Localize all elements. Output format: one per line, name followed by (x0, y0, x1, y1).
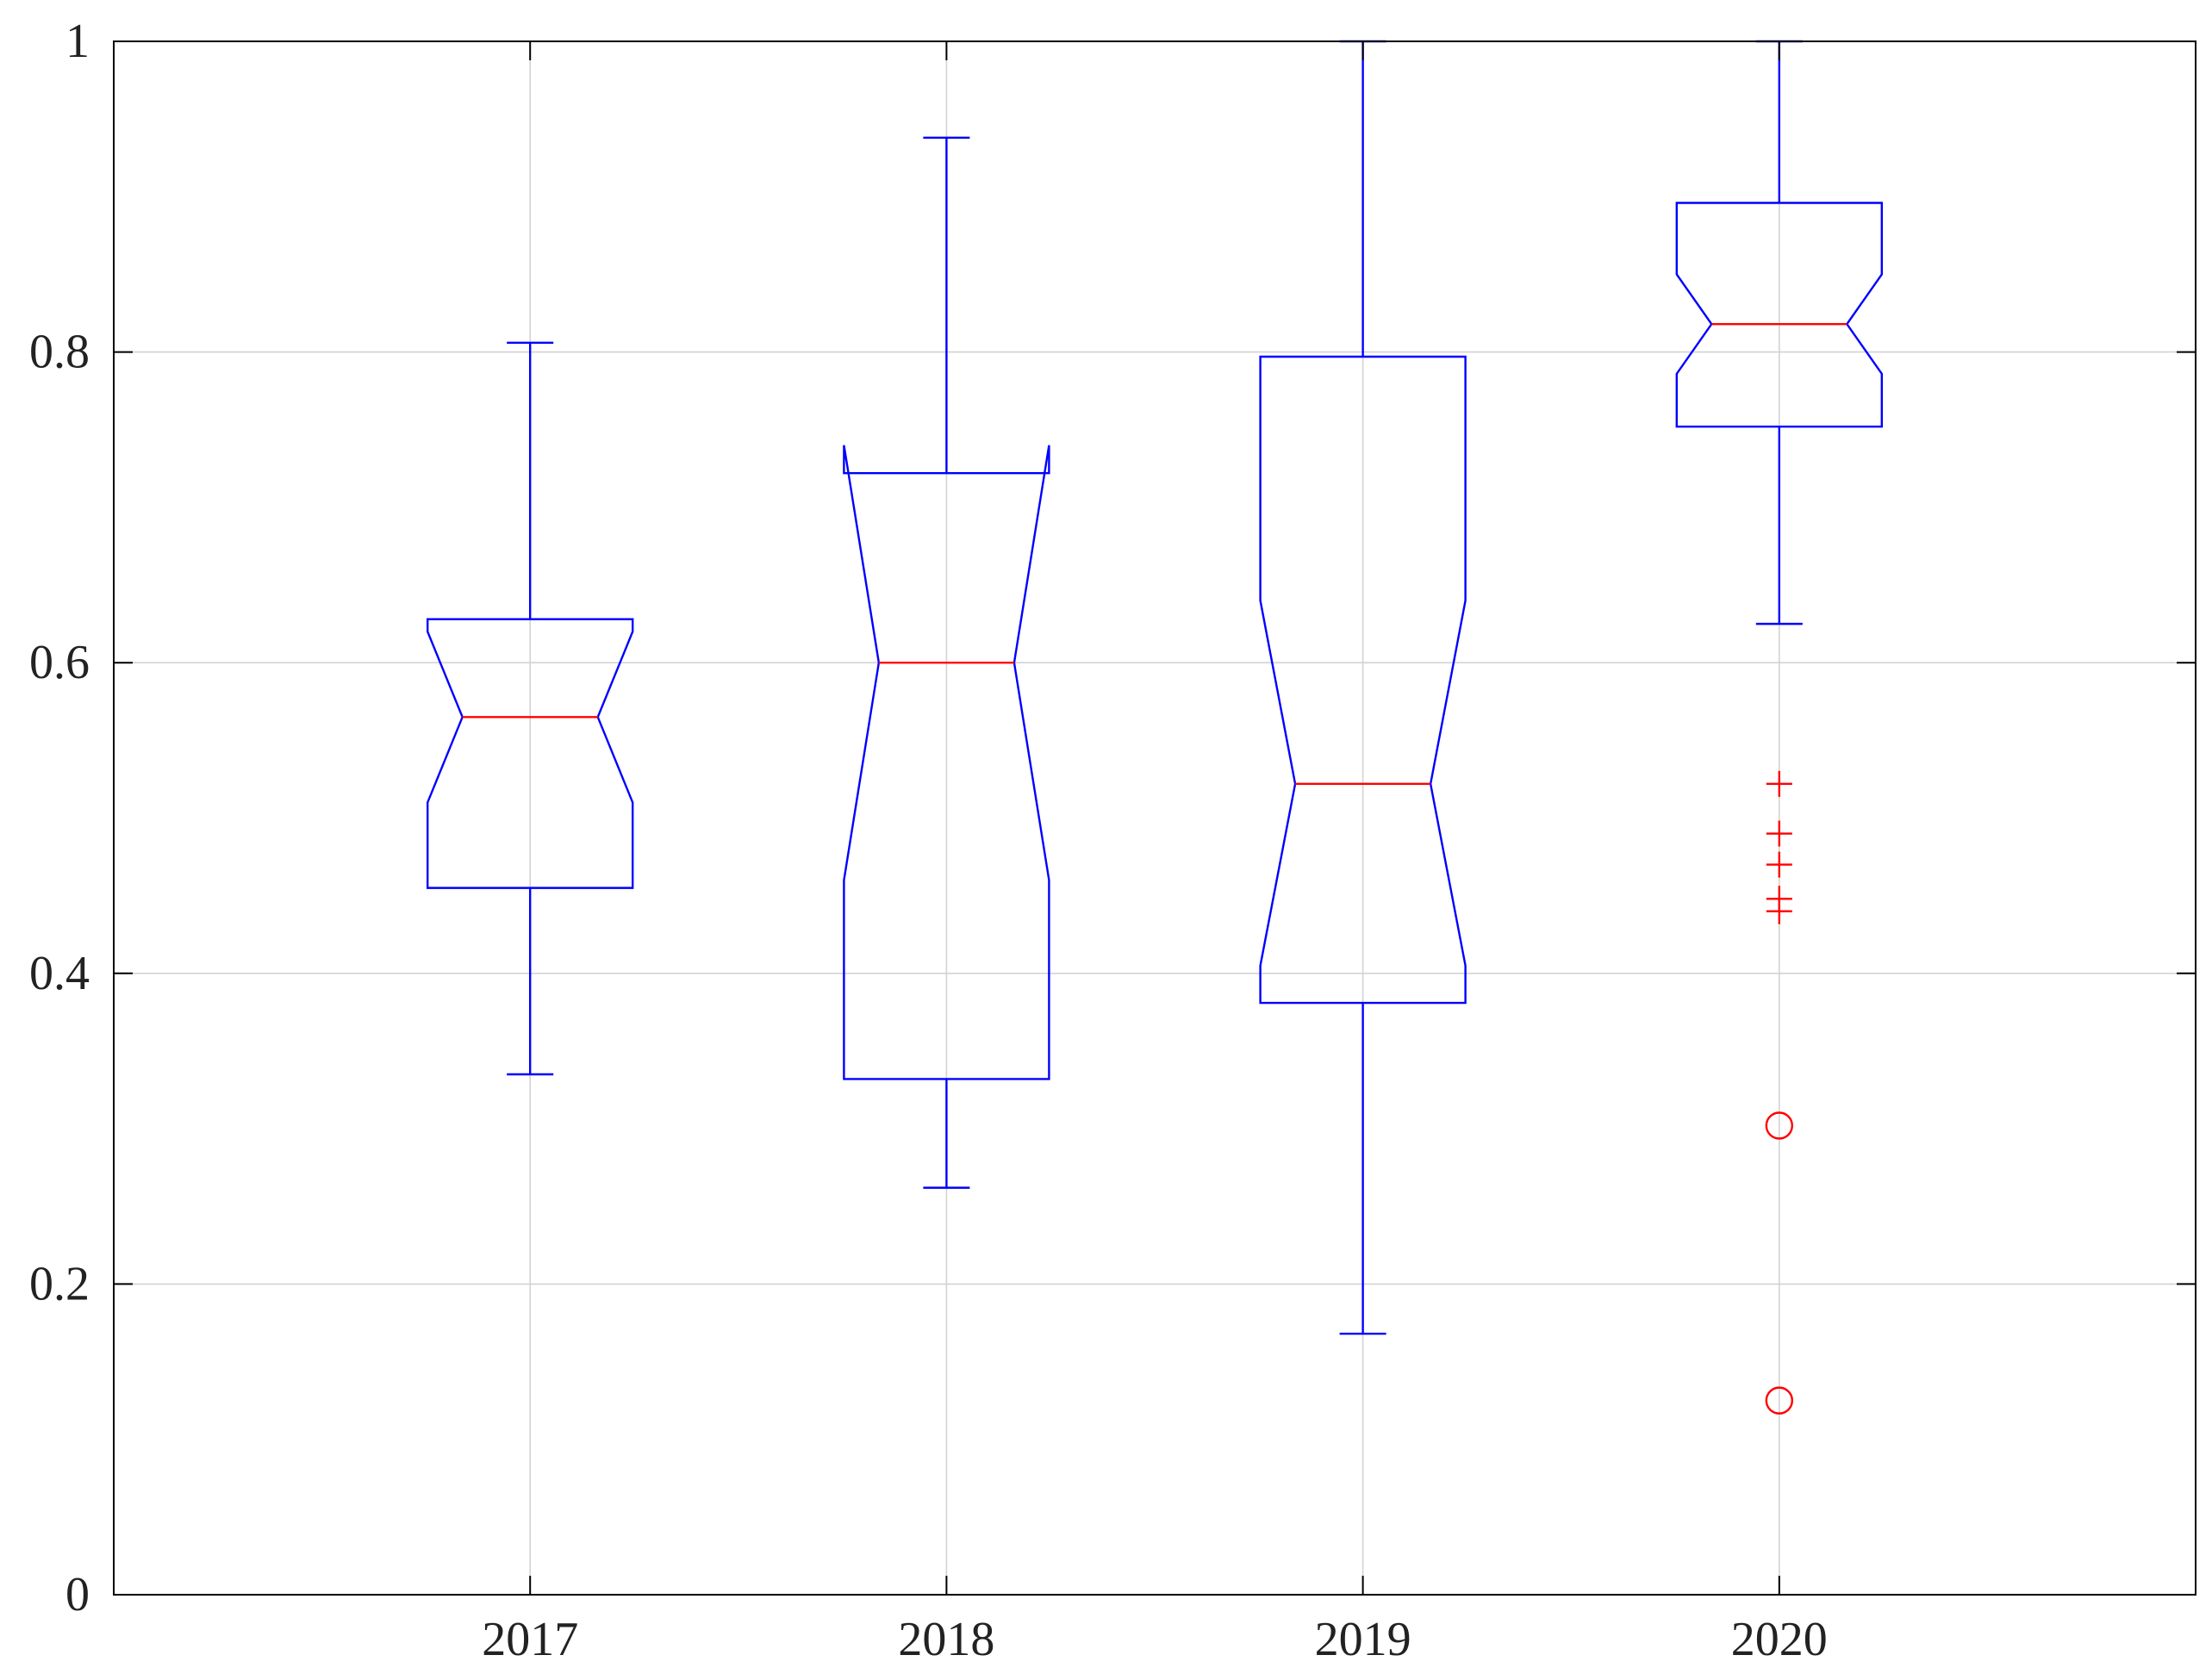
y-tick-label: 0.4 (29, 947, 90, 1000)
outlier-circle (1765, 1386, 1794, 1415)
y-tick-label: 0.6 (29, 636, 90, 689)
outlier-plus (1766, 820, 1792, 847)
y-tick-label: 0.8 (29, 326, 90, 379)
notched-box (427, 618, 634, 889)
x-tick-label: 2019 (1315, 1613, 1411, 1666)
notched-box (1259, 355, 1467, 1005)
axis-ticks (114, 40, 2196, 1596)
outlier-markers (1765, 770, 1794, 1415)
outlier-plus (1766, 770, 1792, 797)
outlier-plus (1766, 851, 1792, 878)
y-tick-label: 1 (65, 15, 90, 68)
y-tick-label: 0.2 (29, 1257, 90, 1310)
notched-box (843, 445, 1050, 1080)
outlier-plus (1766, 898, 1792, 924)
axis-tick-labels: 0 0.2 0.4 0.6 0.8 1 2017 2018 2019 2020 (29, 15, 1828, 1666)
plot-frame (113, 40, 2196, 1596)
x-tick-label: 2017 (482, 1613, 578, 1666)
x-tick-label: 2018 (898, 1613, 994, 1666)
y-tick-label: 0 (65, 1568, 90, 1621)
x-tick-label: 2020 (1731, 1613, 1828, 1666)
outlier-circle (1765, 1111, 1794, 1140)
notched-box (1675, 202, 1884, 428)
